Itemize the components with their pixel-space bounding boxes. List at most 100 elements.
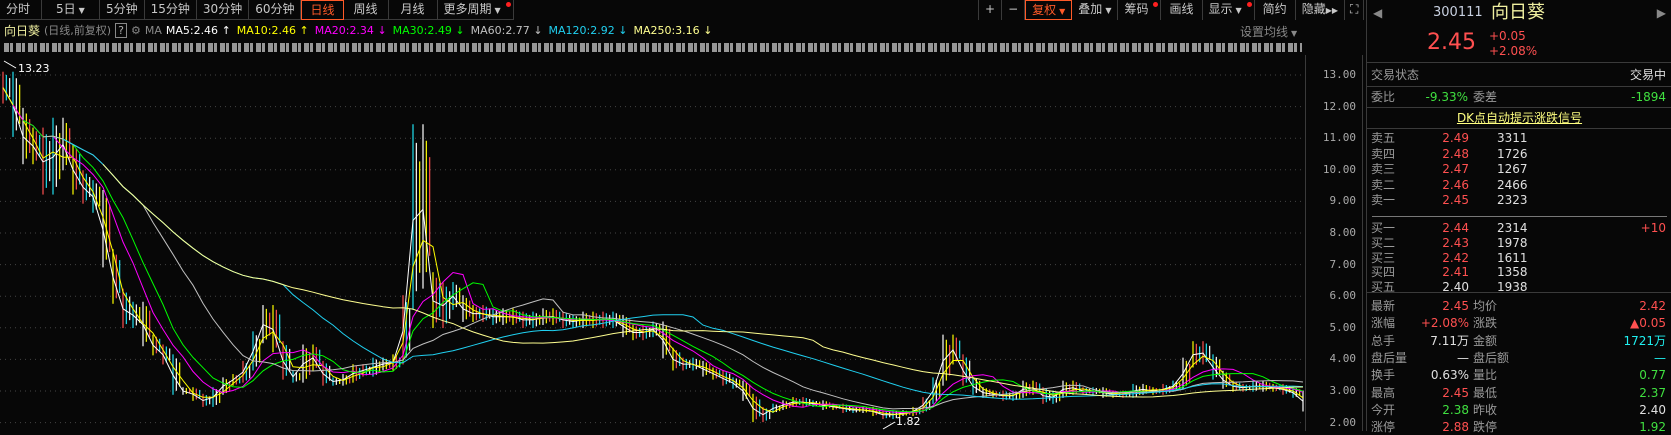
stat-value: 7.11万: [1430, 333, 1469, 348]
chips-button[interactable]: 筹码: [1118, 0, 1162, 20]
notification-dot: [1153, 2, 1159, 7]
y-tick-label: 5.00: [1329, 320, 1357, 334]
ma-line-ma20: [12, 104, 1304, 414]
period-tab-5day[interactable]: 5日 ▼: [42, 0, 100, 20]
stat-label: 最高: [1371, 385, 1396, 400]
bid-level: 买五: [1371, 280, 1396, 295]
ask-price: 2.46: [1442, 177, 1469, 192]
event-marker-strip[interactable]: [4, 43, 1302, 52]
stat-label: 涨停: [1371, 420, 1396, 435]
trend-arrow-icon: ↑: [299, 23, 309, 37]
trade-status: 交易中: [1629, 68, 1666, 82]
ask-level: 卖五: [1371, 131, 1396, 145]
period-tab-monthly[interactable]: 月线: [389, 0, 438, 20]
min-price-label: 1.82: [896, 415, 921, 428]
stat-label: 最新: [1371, 299, 1396, 313]
ask-row[interactable]: 卖二 2.46 2466: [1367, 177, 1671, 193]
help-icon[interactable]: ?: [115, 22, 127, 38]
chart-mode: (日线,前复权): [44, 24, 112, 37]
period-tab-15min[interactable]: 15分钟: [145, 0, 197, 20]
dk-signal-link-text: DK点自动提示涨跌信号: [1456, 111, 1583, 125]
trend-arrow-icon: ↓: [618, 23, 628, 37]
zoom-out-button[interactable]: −: [1002, 0, 1026, 20]
y-tick-label: 7.00: [1329, 257, 1357, 271]
stat-row: 最高 2.45 最低 2.37: [1367, 385, 1671, 401]
stat-value: —: [1457, 350, 1469, 365]
trend-arrow-icon: ↓: [377, 23, 387, 37]
divider: [1367, 62, 1671, 63]
simple-mode-button[interactable]: 简约: [1255, 0, 1296, 20]
next-stock-arrow-icon[interactable]: ▶: [1656, 6, 1666, 20]
stat-row: 涨停 2.88 跌停 1.92: [1367, 419, 1671, 435]
ask-price: 2.48: [1442, 146, 1469, 161]
y-tick-label: 13.00: [1322, 68, 1356, 81]
adjust-rights-button[interactable]: 复权 ▼: [1025, 0, 1073, 20]
adjust-rights-label: 复权: [1032, 3, 1057, 17]
bid-volume: 1611: [1497, 250, 1528, 265]
set-ma-button[interactable]: 设置均线 ▼: [1240, 23, 1297, 40]
ma-legend-item: MA10:2.46 ↑: [237, 24, 309, 37]
y-tick-label: 6.00: [1329, 289, 1357, 303]
overlay-button[interactable]: 叠加 ▼: [1072, 0, 1119, 20]
bid-row[interactable]: 买二 2.43 1978: [1367, 235, 1671, 251]
prev-stock-arrow-icon[interactable]: ◀: [1373, 6, 1383, 20]
stat-label: 涨跌: [1473, 316, 1498, 331]
more-periods-button[interactable]: 更多周期 ▼: [438, 0, 514, 20]
period-tab-weekly[interactable]: 周线: [344, 0, 389, 20]
stat-label: 换手: [1371, 368, 1396, 383]
stat-label: 昨收: [1473, 402, 1498, 417]
stat-value: +2.08%: [1420, 316, 1469, 331]
bid-level: 买四: [1371, 265, 1396, 280]
display-button[interactable]: 显示 ▼: [1203, 0, 1255, 20]
period-tab-60min[interactable]: 60分钟: [249, 0, 302, 20]
bid-row[interactable]: 买五 2.40 1938: [1367, 279, 1671, 295]
y-tick-label: 3.00: [1329, 384, 1357, 397]
period-tab-30min[interactable]: 30分钟: [197, 0, 250, 20]
dk-signal-link[interactable]: DK点自动提示涨跌信号: [1367, 110, 1671, 126]
draw-line-button[interactable]: 画线: [1161, 0, 1203, 20]
period-tab-intraday[interactable]: 分时: [0, 0, 42, 20]
stat-row: 盘后量 — 盘后额 —: [1367, 350, 1671, 366]
ma-value: MA250:3.16: [633, 23, 700, 37]
kline-chart[interactable]: 13.23 1.82: [0, 55, 1305, 431]
bid-row[interactable]: 买一 2.44 2314 +10: [1367, 220, 1671, 236]
fullscreen-button[interactable]: ⛶: [1345, 0, 1365, 20]
ask-row[interactable]: 卖五 2.49 3311: [1367, 130, 1671, 146]
stat-value: 1721万: [1623, 333, 1666, 348]
period-tab-daily[interactable]: 日线: [301, 0, 344, 20]
bid-price: 2.41: [1442, 265, 1469, 280]
ma-value: MA10:2.46: [236, 23, 296, 37]
stat-label: 涨幅: [1371, 316, 1396, 331]
quote-panel: ◀ 300111 向日葵 ▶ 2.45 +0.05 +2.08% 交易状态 交易中…: [1366, 0, 1671, 434]
ask-row[interactable]: 卖三 2.47 1267: [1367, 161, 1671, 177]
ask-row[interactable]: 卖一 2.45 2323: [1367, 192, 1671, 208]
stat-label: 总手: [1371, 333, 1396, 348]
ma-legend-item: MA60:2.77 ↓: [471, 24, 543, 37]
order-ratio: -9.33%: [1425, 90, 1468, 104]
bid-row[interactable]: 买三 2.42 1611: [1367, 250, 1671, 266]
ma-value: MA20:2.34: [314, 23, 374, 37]
caret-down-icon: ▼: [1235, 6, 1242, 15]
stat-row: 最新 2.45 均价 2.42: [1367, 298, 1671, 314]
ask-level: 卖二: [1371, 177, 1396, 192]
y-tick-label: 2.00: [1329, 415, 1357, 429]
max-price-label: 13.23: [18, 62, 50, 75]
ma-line-ma10: [2, 87, 1304, 415]
chart-tools-toolbar: + − 复权 ▼ 叠加 ▼ 筹码 画线 显示 ▼ 简约 隐藏▶▶ ⛶: [978, 0, 1365, 20]
max-arrow-icon: [3, 60, 17, 69]
divider: [1367, 128, 1671, 129]
ma-label: MA: [144, 23, 162, 37]
set-ma-label: 设置均线: [1240, 25, 1289, 39]
stat-value: 2.38: [1442, 402, 1469, 417]
divider: [1372, 216, 1667, 217]
bid-price: 2.43: [1442, 235, 1469, 250]
gear-icon[interactable]: ⚙: [130, 23, 141, 37]
ma-legend-item: MA20:2.34 ↓: [315, 24, 387, 37]
period-tab-5min[interactable]: 5分钟: [100, 0, 145, 20]
zoom-in-button[interactable]: +: [979, 0, 1003, 20]
y-tick-label: 11.00: [1322, 131, 1356, 145]
hide-button[interactable]: 隐藏▶▶: [1296, 0, 1346, 20]
ask-row[interactable]: 卖四 2.48 1726: [1367, 146, 1671, 162]
bid-row[interactable]: 买四 2.41 1358: [1367, 264, 1671, 280]
stat-label: 跌停: [1473, 420, 1498, 435]
